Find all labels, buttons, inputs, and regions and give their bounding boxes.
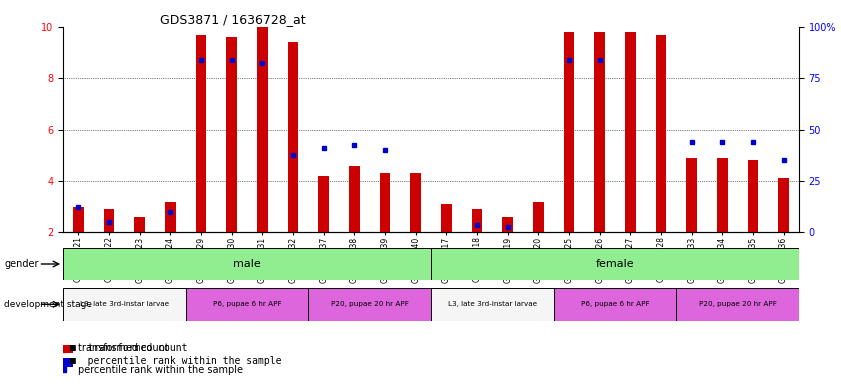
Text: P6, pupae 6 hr APF: P6, pupae 6 hr APF — [213, 301, 282, 307]
Bar — [103, 209, 114, 232]
Bar — [431, 288, 553, 321]
Bar — [553, 288, 676, 321]
Bar — [595, 32, 605, 232]
Text: male: male — [233, 259, 261, 269]
Bar — [63, 248, 431, 280]
Bar — [778, 179, 789, 232]
Text: development stage: development stage — [4, 300, 93, 309]
Text: percentile rank within the sample: percentile rank within the sample — [77, 365, 243, 375]
Text: GDS3871 / 1636728_at: GDS3871 / 1636728_at — [160, 13, 305, 26]
Text: gender: gender — [4, 259, 39, 269]
Bar — [533, 202, 543, 232]
Bar — [165, 202, 176, 232]
Bar — [309, 288, 431, 321]
Bar — [349, 166, 360, 232]
Text: ■  percentile rank within the sample: ■ percentile rank within the sample — [70, 356, 281, 366]
Bar — [625, 32, 636, 232]
Bar — [656, 35, 666, 232]
Bar — [686, 158, 697, 232]
Text: P20, pupae 20 hr APF: P20, pupae 20 hr APF — [331, 301, 409, 307]
Bar — [73, 207, 84, 232]
Text: L3, late 3rd-instar larvae: L3, late 3rd-instar larvae — [447, 301, 537, 307]
Bar — [441, 204, 452, 232]
Bar — [196, 35, 206, 232]
Bar — [472, 209, 483, 232]
Bar — [676, 288, 799, 321]
Text: ■  transformed count: ■ transformed count — [70, 343, 188, 353]
Bar — [288, 42, 299, 232]
Bar — [717, 158, 727, 232]
Text: P20, pupae 20 hr APF: P20, pupae 20 hr APF — [699, 301, 776, 307]
Bar — [63, 288, 186, 321]
Bar — [257, 27, 267, 232]
Bar — [379, 173, 390, 232]
Text: transformed count: transformed count — [77, 343, 168, 353]
Bar — [319, 176, 329, 232]
Bar — [135, 217, 145, 232]
Bar — [431, 248, 799, 280]
Text: L3, late 3rd-instar larvae: L3, late 3rd-instar larvae — [80, 301, 169, 307]
Text: P6, pupae 6 hr APF: P6, pupae 6 hr APF — [580, 301, 649, 307]
Bar — [226, 37, 237, 232]
Bar — [563, 32, 574, 232]
Text: female: female — [595, 259, 634, 269]
Bar — [186, 288, 309, 321]
Bar — [748, 161, 759, 232]
Bar — [502, 217, 513, 232]
Bar — [410, 173, 421, 232]
